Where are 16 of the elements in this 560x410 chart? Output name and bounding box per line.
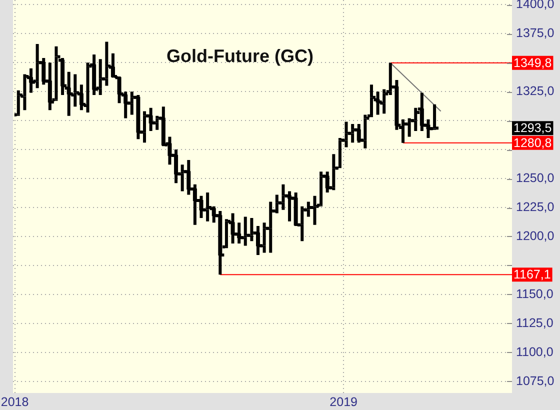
y-tick-label: 1375,0 — [516, 26, 554, 40]
text: Gold-Future (GC) — [166, 46, 314, 67]
x-tick-label: 2019 — [330, 394, 358, 409]
x-tick-label: 2018 — [0, 394, 29, 409]
y-tick-label: 1225,0 — [516, 200, 554, 214]
y-tick-label: 1200,0 — [516, 228, 554, 243]
annotation: 1293,5 — [514, 121, 552, 136]
y-tick-label: 1100,0 — [516, 344, 554, 359]
data-label: 1349,8 — [514, 56, 552, 70]
y-tick-label: 1325,0 — [516, 84, 554, 98]
data-label: 1167,1 — [514, 268, 551, 282]
y-tick-label: 1250,0 — [516, 170, 554, 185]
data-label: 1280,8 — [514, 136, 552, 150]
y-tick-label: 1075,0 — [516, 374, 554, 388]
y-tick-label: 1150,0 — [516, 286, 554, 301]
y-tick-label: 1125,0 — [516, 316, 554, 330]
